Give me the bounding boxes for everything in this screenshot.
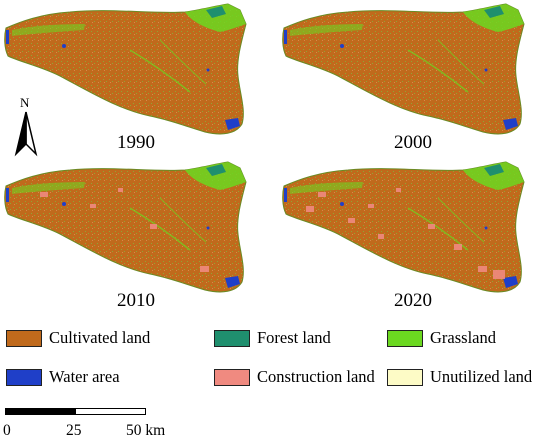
year-label-2000: 2000 [394,132,432,153]
legend-label: Construction land [257,367,375,386]
legend-swatch [387,329,423,347]
scale-tick-25: 25 [66,422,82,439]
map-image-2000 [281,3,525,135]
legend-item-grassland: Grassland [387,327,496,349]
legend-label: Water area [49,367,120,386]
north-arrow: N [12,95,40,157]
year-label-1990: 1990 [117,132,155,153]
map-panel-2020 [278,158,550,298]
legend-item-water-area: Water area [6,366,120,388]
legend-item-forest-land: Forest land [214,327,331,349]
scale-tick-50-km: 50 km [126,422,166,439]
year-label-2020: 2020 [394,290,432,311]
legend-label: Cultivated land [49,328,151,347]
scale-bar [5,408,146,418]
legend-swatch [214,329,250,347]
legend-label: Forest land [257,328,331,347]
legend-label: Unutilized land [430,367,533,386]
legend-item-cultivated-land: Cultivated land [6,327,150,349]
year-label-2010: 2010 [117,290,155,311]
scale-tick-0: 0 [3,422,11,439]
north-arrow-label: N [20,95,30,110]
scale-bar-white-segment [75,408,146,415]
map-panel-2000 [278,0,550,140]
legend-swatch [6,329,42,347]
legend-swatch [387,368,423,386]
north-arrow-icon [14,111,38,157]
map-panel-1990 [0,0,275,140]
map-image-2020 [281,161,525,293]
legend-item-unutilized-land: Unutilized land [387,366,532,388]
legend-swatch [6,368,42,386]
map-panel-2010 [0,158,275,298]
legend-item-construction-land: Construction land [214,366,375,388]
map-image-1990 [3,3,247,135]
legend-label: Grassland [430,328,496,347]
map-image-2010 [3,161,247,293]
legend-swatch [214,368,250,386]
scale-bar-black-segment [5,408,75,415]
